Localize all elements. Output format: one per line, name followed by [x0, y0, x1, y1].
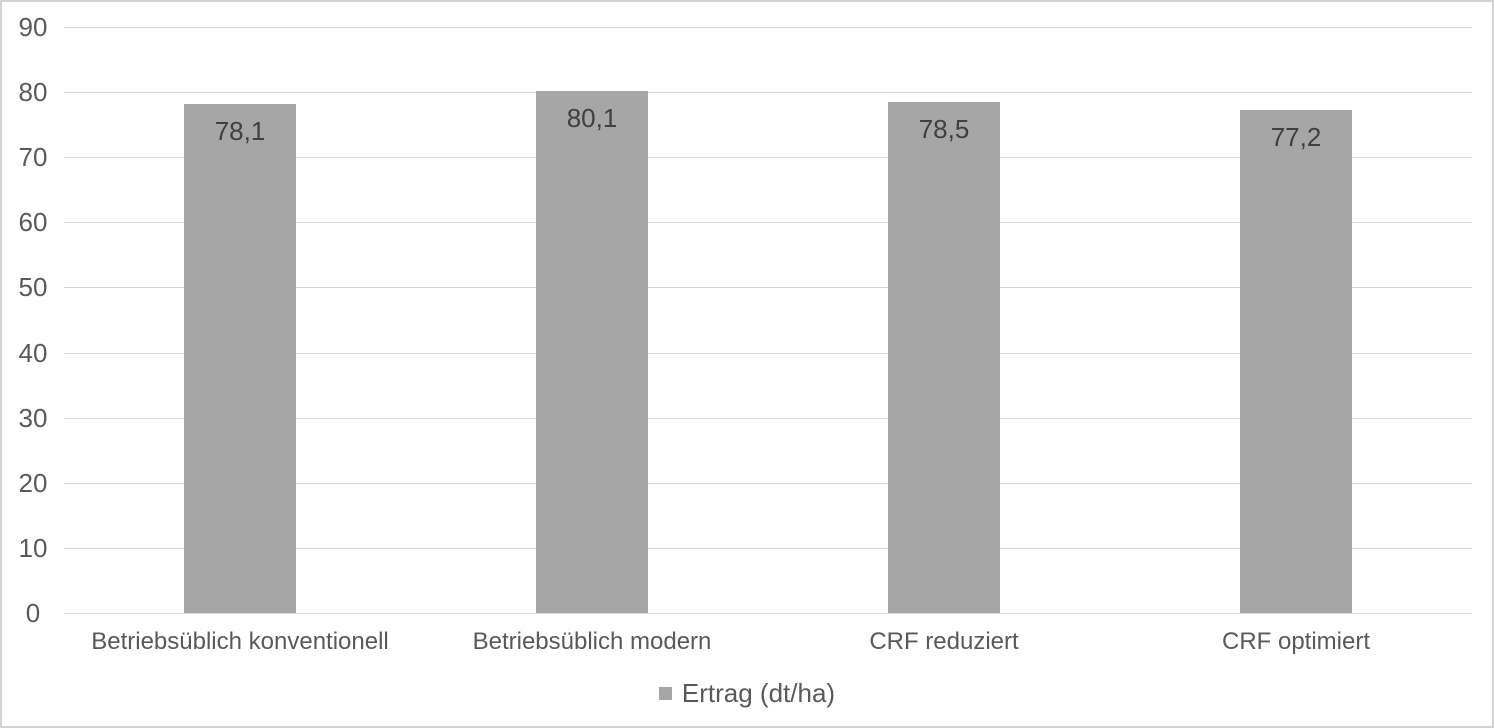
- x-category-label: Betriebsüblich modern: [472, 628, 712, 655]
- bar: 78,5: [888, 101, 1000, 613]
- bar-value-label: 78,5: [918, 113, 970, 144]
- gridline: [64, 92, 1472, 94]
- y-tick-label: 80: [18, 77, 48, 108]
- gridline: [64, 613, 1472, 614]
- y-tick-label: 70: [18, 142, 48, 173]
- x-category-label: CRF optimiert: [1221, 628, 1371, 655]
- y-tick-label: 10: [18, 532, 48, 563]
- gridline: [64, 287, 1472, 289]
- x-category-label: Betriebsüblich konventionell: [91, 628, 389, 655]
- gridline: [64, 352, 1472, 354]
- y-tick-label: 20: [18, 467, 48, 498]
- gridline: [64, 482, 1472, 484]
- y-tick-label: 30: [18, 402, 48, 433]
- bar-value-label: 77,2: [1270, 122, 1322, 153]
- gridline: [64, 547, 1472, 549]
- plot-area: 78,1 80,1 78,5 77,2: [64, 27, 1472, 614]
- y-tick-label: 0: [25, 598, 41, 628]
- x-category-label: CRF reduziert: [869, 628, 1019, 655]
- y-tick-label: 40: [18, 337, 48, 368]
- legend-square-icon: [658, 687, 672, 700]
- gridline: [64, 222, 1472, 224]
- y-axis: 0 10 20 30 40 50 60 70 80 90: [2, 2, 64, 642]
- gridline: [64, 417, 1472, 419]
- y-tick-label: 50: [18, 272, 48, 303]
- gridline: [64, 157, 1472, 159]
- legend-label: Ertrag (dt/ha): [681, 678, 836, 708]
- y-tick-label: 90: [18, 12, 48, 42]
- bar: 78,1: [184, 104, 296, 613]
- bar: 80,1: [536, 91, 648, 613]
- bar: 77,2: [1240, 110, 1352, 613]
- legend: Ertrag (dt/ha): [2, 678, 1492, 709]
- gridline: [64, 27, 1472, 28]
- x-axis: Betriebsüblich konventionell Betriebsübli…: [2, 628, 1492, 662]
- bar-value-label: 78,1: [214, 116, 266, 147]
- y-tick-label: 60: [18, 207, 48, 238]
- bar-value-label: 80,1: [566, 103, 618, 134]
